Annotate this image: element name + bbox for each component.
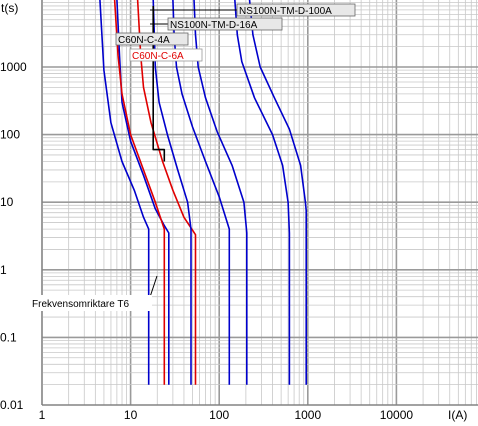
x-tick-label: 10000 [380, 408, 414, 422]
x-axis-label: I(A) [448, 408, 467, 422]
curve-c60n-c-4a [99, 0, 150, 385]
y-tick-label: 10 [0, 195, 14, 209]
annotations: NS100N-TM-D-100A NS100N-TM-D-16AC60N-C-4A… [28, 3, 356, 311]
leader-line [149, 275, 158, 298]
y-tick-label: 0.1 [0, 330, 17, 344]
grid [41, 0, 478, 406]
label-box [236, 3, 356, 17]
x-tick-label: 10 [124, 408, 138, 422]
annotation-label: NS100N-TM-D-100A [239, 6, 332, 17]
annotation-label: C60N-C-4A [118, 35, 170, 46]
label-box [129, 48, 203, 62]
y-tick-label: 1 [0, 263, 7, 277]
label-box [115, 32, 189, 46]
curve-5 [152, 0, 192, 385]
y-tick-label: 100 [0, 128, 20, 142]
label-bg [28, 295, 152, 311]
curve-7 [193, 0, 248, 385]
y-tick-label: 0.01 [0, 398, 24, 412]
curves [99, 0, 307, 385]
tick-labels: 1 10 100 1000 10000 0.01 0.1 1 10 100 1000 [0, 60, 413, 422]
x-tick-label: 1 [39, 408, 46, 422]
x-tick-label: 1000 [294, 408, 321, 422]
curve-ns100n-tm-d-100a [234, 0, 291, 385]
curve-c60n-c-6a [113, 0, 166, 385]
y-axis-label: t(s) [1, 1, 18, 15]
annotation-label: NS100N-TM-D-16A [170, 20, 258, 31]
annotation-label: C60N-C-6A [132, 51, 184, 62]
curve-ns100n-tm-d-16a [172, 0, 231, 385]
annotation-label: Frekvensomriktare T6 [32, 299, 130, 310]
curve-frekvensomriktare-t6 [152, 6, 166, 162]
x-tick-label: 100 [209, 408, 229, 422]
label-box [167, 17, 283, 31]
y-tick-label: 1000 [0, 60, 27, 74]
curve-9 [248, 0, 307, 385]
